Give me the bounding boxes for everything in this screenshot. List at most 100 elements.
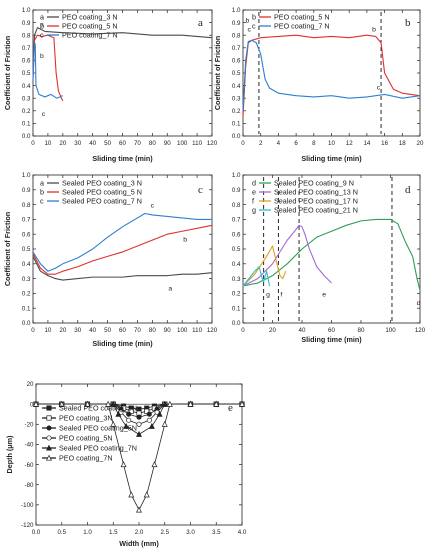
x-axis-title: Sliding time (min) [92, 339, 153, 348]
x-tick-label: 30 [74, 140, 81, 147]
marker-4-5-0 [33, 400, 39, 407]
x-tick-label: 0 [241, 140, 245, 147]
x-tick-label: 2.0 [135, 529, 144, 536]
panel-letter: a [198, 17, 203, 29]
y-tick-label: 0.6 [22, 58, 31, 65]
y-tick-label: 1.0 [22, 7, 31, 14]
marker-4-4-3 [110, 400, 117, 407]
y-tick-label: -20 [25, 421, 35, 428]
panel-letter: c [198, 184, 203, 196]
y-tick-label: 1.0 [232, 7, 241, 14]
y-tick-label: 0.2 [232, 291, 241, 298]
y-tick-label: -120 [21, 522, 34, 529]
series-annotation: b [372, 26, 376, 33]
series-annotation: b [40, 53, 44, 60]
legend-key: g [252, 206, 256, 215]
marker-4-1-legend [46, 415, 52, 421]
chart-panel-c: 0 10 20 30 40 50 60 70 80 90 100 110 120 0.0 0.1 0.2 0.3… [3, 172, 218, 348]
marker-4-0-legend [46, 405, 52, 411]
y-tick-label: 0.5 [232, 70, 241, 77]
x-tick-label: 100 [385, 327, 396, 334]
series-annotation: a [40, 21, 44, 28]
marker-4-4-4 [115, 410, 122, 417]
marker-4-5-legend [46, 454, 52, 461]
legend-label: Sealed PEO coating_7 N [62, 197, 142, 206]
series-line-g [242, 266, 271, 287]
x-tick-label: 90 [164, 327, 171, 334]
y-tick-label: 0.5 [22, 246, 31, 253]
y-tick-label: 0.1 [232, 121, 241, 128]
x-tick-label: 10 [44, 140, 51, 147]
x-axis-title: Sliding time (min) [301, 154, 362, 163]
y-tick-label: 0.7 [232, 217, 241, 224]
y-tick-label: 0.8 [232, 202, 241, 209]
y-tick-label: 0.5 [232, 246, 241, 253]
legend-key: d [252, 179, 256, 188]
x-tick-label: 16 [381, 140, 388, 147]
series-annotation: e [322, 291, 326, 298]
y-tick-label: 0.6 [232, 231, 241, 238]
y-tick-label: 0.7 [22, 217, 31, 224]
y-tick-label: 0.6 [232, 58, 241, 65]
series-annotation: c [247, 26, 251, 33]
legend-label: PEO coating_7N [59, 454, 113, 463]
x-tick-label: 110 [192, 327, 202, 334]
legend-label: PEO coating_3N [59, 414, 113, 423]
marker-4-4-9 [161, 400, 168, 407]
series-annotation: d [417, 300, 421, 307]
marker-4-5-8 [143, 491, 150, 498]
x-tick-label: 20 [59, 327, 66, 334]
y-tick-label: 0 [30, 401, 34, 408]
plot-frame [32, 9, 213, 137]
y-tick-label: 0.3 [232, 276, 241, 283]
x-tick-label: 120 [415, 327, 426, 334]
x-axis-title: Sliding time (min) [92, 154, 153, 163]
x-tick-label: 8 [312, 140, 316, 147]
legend-label: PEO coating_5N [59, 434, 113, 443]
legend-key: a [40, 179, 44, 188]
legend-label: Sealed PEO coating_17 N [274, 197, 358, 206]
marker-4-1-5 [128, 408, 134, 414]
x-tick-label: 2.5 [160, 529, 169, 536]
marker-4-4-8 [156, 410, 163, 417]
x-tick-label: 70 [134, 140, 141, 147]
y-tick-label: 0.0 [232, 133, 241, 140]
y-tick-label: 0.9 [232, 20, 241, 27]
series-line-c [32, 212, 212, 272]
y-tick-label: 0.2 [232, 108, 241, 115]
x-tick-label: 80 [149, 327, 156, 334]
x-tick-label: 10 [328, 140, 335, 147]
chart-panel-d: 0 20 40 60 80 100 120 0.0 0.1 0.2 0.3 0.4 0.5 0.6 0.7 0… [232, 172, 426, 344]
marker-4-1-7 [144, 408, 150, 414]
marker-4-5-11 [166, 400, 173, 407]
legend-label: Sealed PEO coating_13 N [274, 188, 358, 197]
x-tick-label: 120 [207, 140, 218, 147]
legend-key: c [252, 22, 256, 31]
series-annotation: c [42, 111, 46, 118]
y-tick-label: 0.4 [22, 261, 31, 268]
x-tick-label: 0.0 [32, 529, 41, 536]
y-tick-label: 0.4 [22, 83, 31, 90]
y-tick-label: 0.2 [22, 108, 31, 115]
y-axis-title: Coefficient of Friction [3, 212, 12, 286]
plot-frame [242, 9, 421, 137]
x-tick-label: 60 [328, 327, 335, 334]
series-annotation: c [151, 203, 155, 210]
series-line-e [242, 224, 332, 287]
y-tick-label: 0.1 [22, 121, 31, 128]
x-tick-label: 3.5 [212, 529, 221, 536]
series-line-f [242, 245, 287, 287]
x-tick-label: 2 [259, 140, 263, 147]
series-line-a [32, 256, 213, 281]
marker-4-5-12 [187, 400, 194, 407]
marker-4-5-3 [105, 400, 112, 407]
marker-4-4-legend [46, 444, 52, 451]
series-annotation: b [183, 237, 187, 244]
chart-panel-e: 0.0 0.5 1.0 1.5 2.0 2.5 3.0 3.5 4.0 20 0 -20 -40 -60 -… [5, 381, 247, 548]
series-line-b [32, 224, 213, 275]
y-tick-label: 1.0 [232, 172, 241, 179]
legend-label: Sealed PEO coating_3 N [62, 179, 142, 188]
series-annotation: g [266, 291, 270, 298]
series-line-c [32, 42, 64, 99]
